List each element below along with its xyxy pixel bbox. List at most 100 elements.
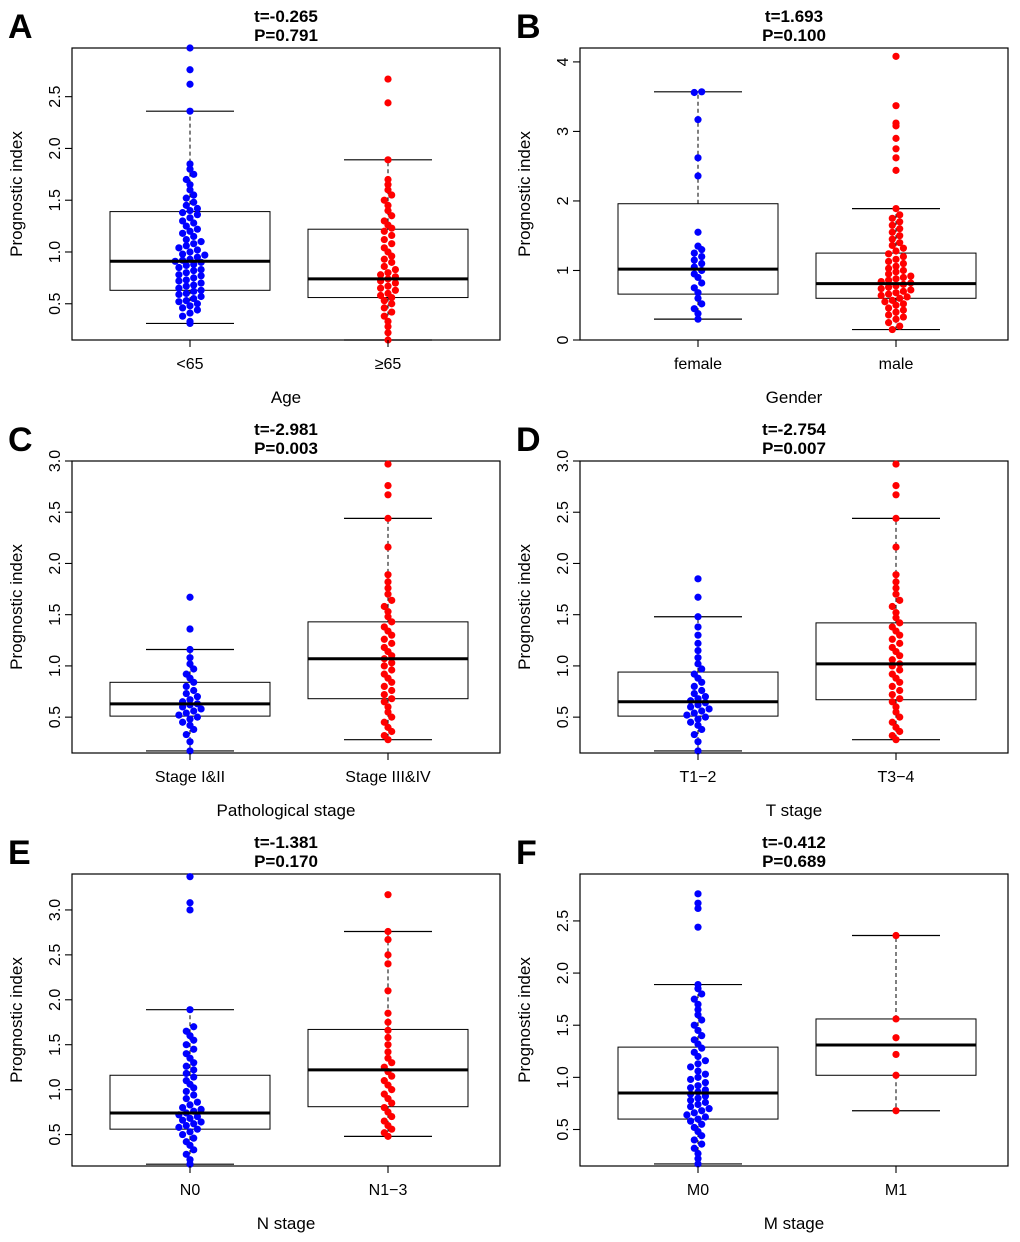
data-point <box>182 1150 190 1158</box>
data-point <box>698 300 706 308</box>
data-point <box>698 1107 706 1115</box>
data-point <box>190 170 198 178</box>
data-point <box>694 660 702 668</box>
data-point <box>888 235 896 243</box>
data-point <box>391 286 399 294</box>
data-point <box>896 666 904 674</box>
data-point <box>687 1063 695 1071</box>
data-point <box>179 1104 187 1112</box>
y-tick-label: 2.0 <box>555 962 572 984</box>
data-point <box>698 259 706 268</box>
data-point <box>190 707 198 715</box>
data-point <box>193 204 201 213</box>
data-point <box>896 232 904 240</box>
p-value: P=0.791 <box>254 26 318 45</box>
data-point <box>892 481 900 490</box>
data-point <box>388 293 396 302</box>
data-point <box>881 298 889 306</box>
data-point <box>892 308 900 316</box>
data-point <box>384 156 392 164</box>
data-point <box>193 693 201 701</box>
data-point <box>698 252 706 261</box>
data-point <box>182 297 190 305</box>
data-point <box>388 1112 396 1121</box>
x-tick-label: Stage III&IV <box>345 769 431 786</box>
data-point <box>384 329 392 337</box>
data-point <box>888 698 896 706</box>
data-point <box>186 899 194 907</box>
data-point <box>892 301 900 309</box>
data-point <box>701 713 709 721</box>
data-point <box>197 265 205 274</box>
data-point <box>705 705 713 713</box>
data-point <box>186 873 194 881</box>
data-point <box>896 211 904 219</box>
data-point <box>186 747 194 755</box>
data-point <box>190 1036 198 1044</box>
panel-letter: B <box>516 8 541 46</box>
panel-letter: D <box>516 421 541 459</box>
data-point <box>888 241 896 250</box>
data-point <box>388 659 396 667</box>
y-tick-label: 0.5 <box>47 1123 64 1145</box>
data-point <box>388 308 396 316</box>
data-point <box>690 256 698 264</box>
data-point <box>690 1144 698 1152</box>
data-point <box>186 206 194 215</box>
data-point <box>384 571 392 579</box>
data-point <box>384 590 392 598</box>
data-point <box>701 1113 709 1121</box>
data-point <box>182 1095 190 1103</box>
y-tick-label: 1.0 <box>555 1066 572 1088</box>
data-point <box>182 730 190 739</box>
data-point <box>698 88 706 96</box>
data-point <box>694 1060 702 1068</box>
y-axis-title: Prognostic index <box>515 131 534 257</box>
data-point <box>892 609 900 617</box>
data-point <box>186 1006 194 1014</box>
data-point <box>694 631 702 639</box>
data-point <box>182 282 190 290</box>
data-point <box>899 306 907 314</box>
data-point <box>888 635 896 643</box>
data-point <box>175 284 183 292</box>
data-point <box>384 951 392 959</box>
data-point <box>892 584 900 592</box>
y-tick-label: 0.5 <box>555 706 572 728</box>
data-point <box>182 689 190 698</box>
y-tick-label: 2.5 <box>555 501 572 523</box>
data-point <box>698 1120 706 1128</box>
data-point <box>377 284 385 292</box>
data-point <box>694 172 702 180</box>
y-tick-label: 3.0 <box>555 450 572 472</box>
data-point <box>892 134 900 142</box>
data-point <box>885 276 893 284</box>
data-point <box>694 273 702 282</box>
data-point <box>190 240 198 248</box>
data-point <box>888 296 896 304</box>
y-tick-label: 3.0 <box>47 450 64 472</box>
p-value: P=0.100 <box>762 26 826 45</box>
data-point <box>892 460 900 468</box>
data-point <box>892 122 900 130</box>
data-point <box>896 218 904 226</box>
data-point <box>885 304 893 312</box>
data-point <box>892 154 900 162</box>
data-point <box>190 267 198 275</box>
data-point <box>186 715 194 723</box>
data-point <box>186 654 194 662</box>
data-point <box>182 1121 190 1130</box>
data-point <box>888 214 896 222</box>
data-point <box>197 272 205 280</box>
group-1 <box>815 931 977 1115</box>
data-point <box>380 262 388 271</box>
data-point <box>690 305 698 313</box>
data-point <box>190 725 198 734</box>
data-point <box>186 302 194 310</box>
data-point <box>384 201 392 209</box>
data-point <box>694 1000 702 1008</box>
data-point <box>186 1160 194 1168</box>
data-point <box>892 247 900 255</box>
